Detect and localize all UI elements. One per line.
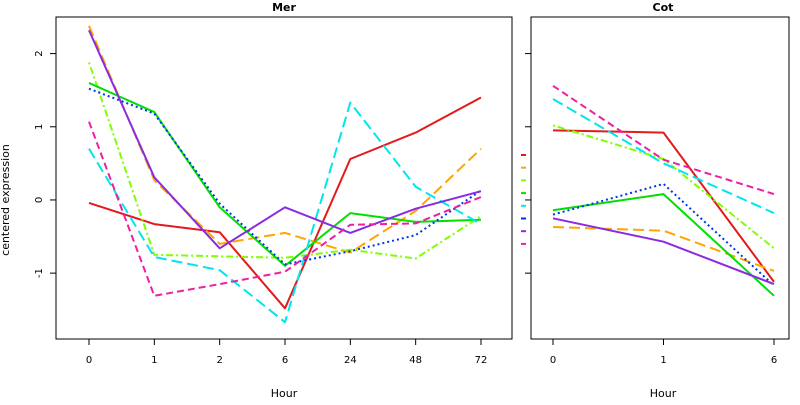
series-line-cot-cyan [552,98,775,215]
series-line-mer-green [88,81,482,267]
series-line-mer-purple [88,29,482,250]
plot-frame-cot [530,16,790,340]
x-tick-label-mer: 1 [151,355,157,366]
series-line-mer-cyan [88,101,482,324]
series-line-mer-magenta [88,121,482,297]
y-axis-label: centered expression [0,144,12,256]
series-line-mer-orange [88,25,482,254]
panel-title-cot: Cot [653,1,674,14]
y-tick-label: 1 [34,124,45,130]
legend-markers [521,154,526,245]
series-line-cot-red [552,129,775,283]
series-line-mer-blue [88,87,482,266]
series-line-cot-magenta [552,84,775,196]
series-line-cot-purple [552,217,775,286]
series-line-cot-orange [552,226,775,272]
x-axis-label-cot: Hour [650,387,677,400]
x-tick-label-mer: 24 [344,355,357,366]
y-tick-label: -1 [34,268,45,278]
x-tick-label-mer: 0 [86,355,92,366]
plot-frame-mer [55,16,513,340]
x-axis-label-mer: Hour [271,387,298,400]
panel-cot: Cot Hour 0 1 6 [525,1,790,400]
panel-title-mer: Mer [272,1,296,14]
y-tick-label: 2 [34,50,45,56]
y-tick-label: 0 [34,197,45,203]
x-tick-label-mer: 48 [409,355,422,366]
x-tick-label-cot: 0 [550,355,556,366]
x-tick-label-mer: 72 [475,355,488,366]
series-line-cot-green [552,193,775,297]
x-tick-label-mer: 2 [216,355,222,366]
series-line-mer-lime [88,62,482,260]
series-line-mer-red [88,96,482,310]
x-tick-label-cot: 6 [771,355,777,366]
panel-mer: Mer Hour 0 1 2 6 24 48 72 -1 0 1 2 [34,1,513,400]
series-line-cot-lime [552,124,775,250]
x-tick-label-mer: 6 [282,355,288,366]
x-tick-label-cot: 1 [660,355,666,366]
